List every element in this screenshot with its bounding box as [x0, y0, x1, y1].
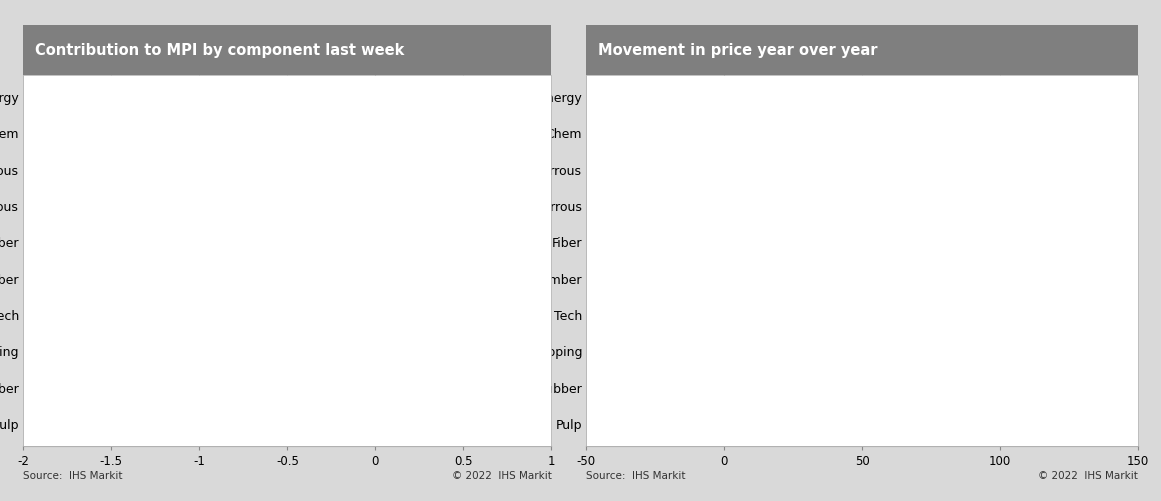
Text: © 2022  IHS Markit: © 2022 IHS Markit — [452, 471, 551, 481]
Bar — [375, 160, 517, 180]
Bar — [628, 305, 724, 325]
Text: Source:  IHS Markit: Source: IHS Markit — [23, 471, 123, 481]
Bar — [683, 196, 724, 216]
Bar — [353, 341, 375, 361]
Bar — [724, 232, 765, 253]
Bar — [375, 196, 408, 216]
Bar — [724, 414, 752, 434]
Y-axis label: Percent change y/y: Percent change y/y — [495, 200, 507, 321]
Bar — [354, 269, 375, 289]
Bar — [724, 341, 729, 361]
Text: Contribution to MPI by component last week: Contribution to MPI by component last we… — [35, 43, 404, 58]
Bar — [641, 160, 724, 180]
Bar — [375, 414, 388, 434]
Text: Source:  IHS Markit: Source: IHS Markit — [586, 471, 686, 481]
Bar — [363, 123, 375, 143]
Text: Movement in price year over year: Movement in price year over year — [598, 43, 878, 58]
Bar — [688, 378, 724, 398]
Bar — [669, 123, 724, 143]
Bar — [375, 232, 377, 253]
Bar — [724, 87, 1082, 107]
Bar — [94, 87, 375, 107]
Text: © 2022  IHS Markit: © 2022 IHS Markit — [1038, 471, 1138, 481]
Bar — [675, 269, 724, 289]
